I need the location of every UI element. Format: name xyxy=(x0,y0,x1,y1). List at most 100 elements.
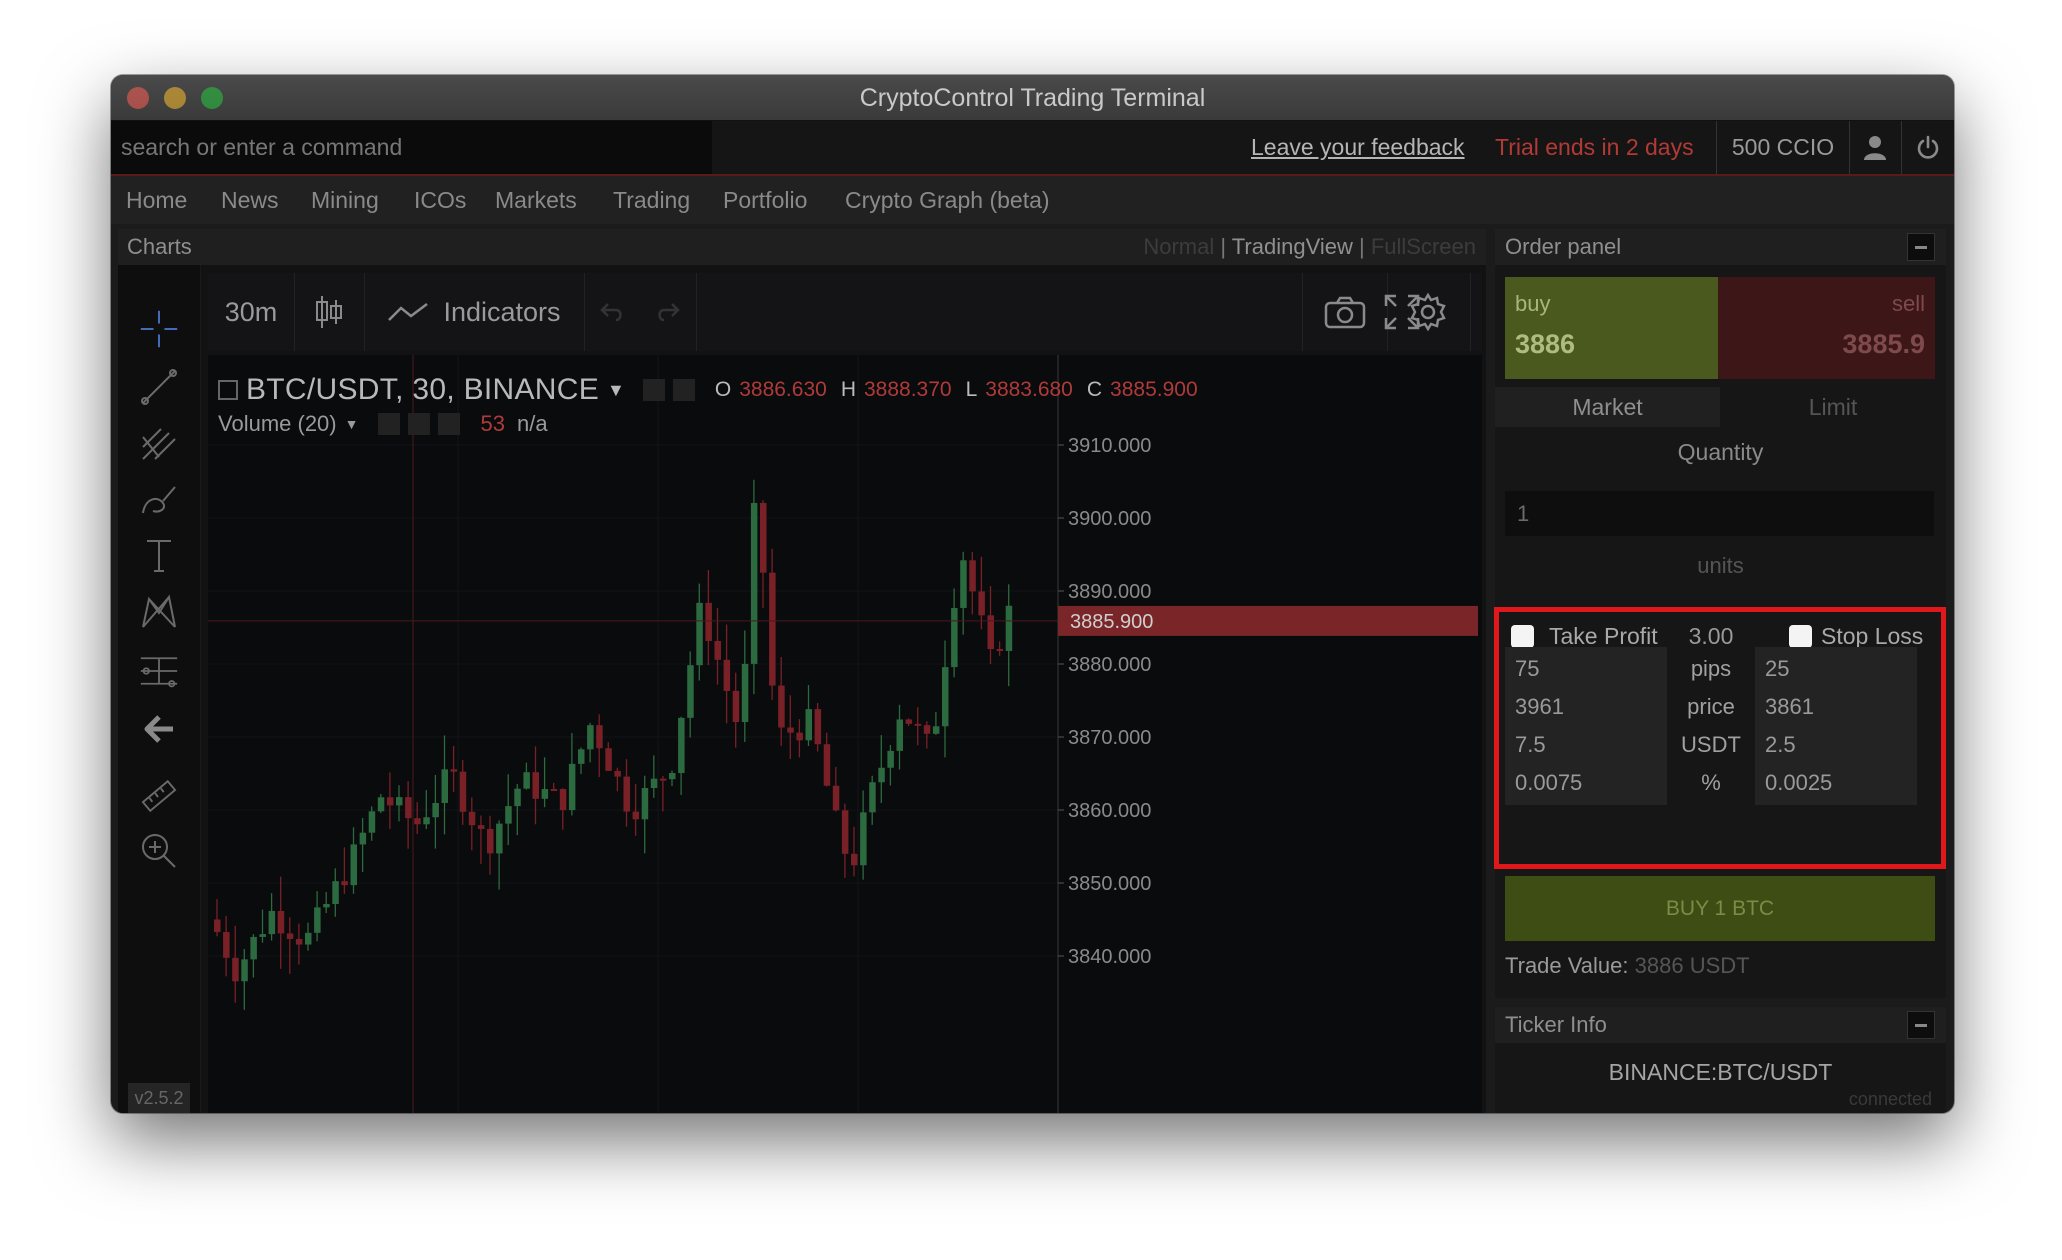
units-label: units xyxy=(1697,553,1744,578)
user-icon[interactable] xyxy=(1848,121,1902,174)
measure-levels-icon[interactable] xyxy=(139,651,179,691)
candle-body xyxy=(760,502,767,573)
trend-line-icon[interactable] xyxy=(139,367,179,407)
close-window-button[interactable] xyxy=(127,87,149,109)
candle-body xyxy=(568,763,576,811)
candle-body xyxy=(241,959,248,982)
view-separator: | xyxy=(1220,234,1227,259)
undo-icon[interactable] xyxy=(584,273,640,351)
price-tick-label: 3870.000 xyxy=(1068,727,1151,749)
volume-close-icon[interactable] xyxy=(438,413,461,435)
feedback-link[interactable]: Leave your feedback xyxy=(1251,134,1465,160)
arrow-back-icon[interactable] xyxy=(139,709,179,749)
stop-loss-price-input[interactable]: 3861 xyxy=(1755,685,1917,729)
app-version: v2.5.2 xyxy=(128,1083,190,1113)
take-profit-percent-input[interactable]: 0.0075 xyxy=(1505,761,1667,805)
camera-icon[interactable] xyxy=(1302,273,1388,351)
candle-style-button[interactable] xyxy=(294,273,365,351)
nav-trading[interactable]: Trading xyxy=(613,187,691,213)
candle-body xyxy=(960,560,967,608)
candle-body xyxy=(714,640,721,660)
price-tick-label: 3840.000 xyxy=(1068,946,1151,968)
buy-order-button[interactable]: BUY 1 BTC xyxy=(1505,876,1935,941)
nav-portfolio[interactable]: Portfolio xyxy=(723,187,808,213)
nav-mining[interactable]: Mining xyxy=(311,187,379,213)
ruler-icon[interactable] xyxy=(139,777,179,817)
zoom-in-icon[interactable] xyxy=(139,831,179,871)
stop-loss-usdt-input[interactable]: 2.5 xyxy=(1755,723,1917,767)
candle-body xyxy=(596,725,603,749)
maximize-window-button[interactable] xyxy=(201,87,223,109)
candle-body xyxy=(942,667,949,727)
tab-market[interactable]: Market xyxy=(1495,387,1720,427)
collapse-legend-icon[interactable] xyxy=(218,380,238,400)
candle-body xyxy=(614,770,621,777)
crosshair-icon[interactable] xyxy=(139,309,179,349)
take-profit-price-input[interactable]: 3961 xyxy=(1505,685,1667,729)
stop-loss-checkbox[interactable] xyxy=(1789,625,1812,648)
ticker-info-title: Ticker Info xyxy=(1505,1012,1607,1037)
volume-gear-icon[interactable] xyxy=(408,413,431,435)
take-profit-usdt-input[interactable]: 7.5 xyxy=(1505,723,1667,767)
minimize-ticker-panel-icon[interactable] xyxy=(1907,1011,1935,1039)
ccio-balance[interactable]: 500 CCIO xyxy=(1716,121,1850,174)
buy-label: buy xyxy=(1515,291,1551,316)
candle-body xyxy=(987,615,994,650)
text-tool-icon[interactable] xyxy=(139,535,179,575)
candle-body xyxy=(896,719,903,751)
candle-body xyxy=(405,797,412,819)
candle-body xyxy=(350,844,357,886)
sell-price: 3885.9 xyxy=(1842,329,1925,359)
nav-home[interactable]: Home xyxy=(126,187,188,213)
candle-body xyxy=(386,797,394,806)
volume-eye-icon[interactable] xyxy=(378,413,401,435)
take-profit-pips-input[interactable]: 75 xyxy=(1505,647,1667,691)
stop-loss-percent-input[interactable]: 0.0025 xyxy=(1755,761,1917,805)
buy-price: 3886 xyxy=(1515,329,1576,359)
candle-body xyxy=(996,649,1004,652)
candle-body xyxy=(232,957,239,982)
gear-icon[interactable] xyxy=(672,379,695,401)
nav-news[interactable]: News xyxy=(221,187,279,213)
view-fullscreen[interactable]: FullScreen xyxy=(1370,234,1476,259)
candle-body xyxy=(587,725,594,750)
view-normal[interactable]: Normal xyxy=(1143,234,1215,259)
candle-body xyxy=(969,560,976,592)
tab-limit[interactable]: Limit xyxy=(1720,387,1946,427)
indicators-button[interactable]: Indicators xyxy=(364,273,585,351)
interval-selector[interactable]: 30m xyxy=(208,273,295,351)
stop-loss-pips-input[interactable]: 25 xyxy=(1755,647,1917,691)
chart-symbol[interactable]: BTC/USDT, 30, BINANCE xyxy=(246,373,600,406)
candle-body xyxy=(769,572,776,686)
fullscreen-icon[interactable] xyxy=(1360,273,1444,351)
buy-side-button[interactable]: buy 3886 xyxy=(1505,277,1718,379)
volume-label[interactable]: Volume (20) xyxy=(218,411,337,436)
command-search-input[interactable]: search or enter a command xyxy=(111,121,712,174)
redo-icon[interactable] xyxy=(640,273,697,351)
price-chart[interactable]: 3910.000 3900.000 3890.000 3880.000 3870.000… xyxy=(208,355,1482,1113)
candle-body xyxy=(741,663,749,723)
candle-body xyxy=(659,778,667,781)
window-title: CryptoControl Trading Terminal xyxy=(859,84,1206,112)
power-icon[interactable] xyxy=(1901,121,1954,174)
pattern-icon[interactable] xyxy=(139,591,179,631)
view-tradingview[interactable]: TradingView xyxy=(1231,234,1353,259)
minimize-order-panel-icon[interactable] xyxy=(1907,233,1935,261)
symbol-dropdown-icon[interactable]: ▼ xyxy=(607,379,625,400)
order-panel-title: Order panel xyxy=(1505,234,1622,259)
quantity-input[interactable]: 1 xyxy=(1505,491,1934,536)
eye-icon[interactable] xyxy=(642,379,665,401)
nav-icos[interactable]: ICOs xyxy=(414,187,467,213)
volume-dropdown-icon[interactable]: ▼ xyxy=(344,416,359,432)
nav-crypto-graph[interactable]: Crypto Graph (beta) xyxy=(845,187,1050,213)
candle-body xyxy=(951,607,958,668)
nav-markets[interactable]: Markets xyxy=(495,187,577,213)
pitchfork-icon[interactable] xyxy=(139,423,179,463)
take-profit-checkbox[interactable] xyxy=(1511,625,1534,648)
sell-side-button[interactable]: sell 3885.9 xyxy=(1718,277,1935,379)
minimize-window-button[interactable] xyxy=(164,87,186,109)
candle-body xyxy=(487,828,494,854)
settings-gear-icon[interactable] xyxy=(1386,273,1471,351)
brush-icon[interactable] xyxy=(139,479,179,519)
candle-body xyxy=(632,811,640,820)
